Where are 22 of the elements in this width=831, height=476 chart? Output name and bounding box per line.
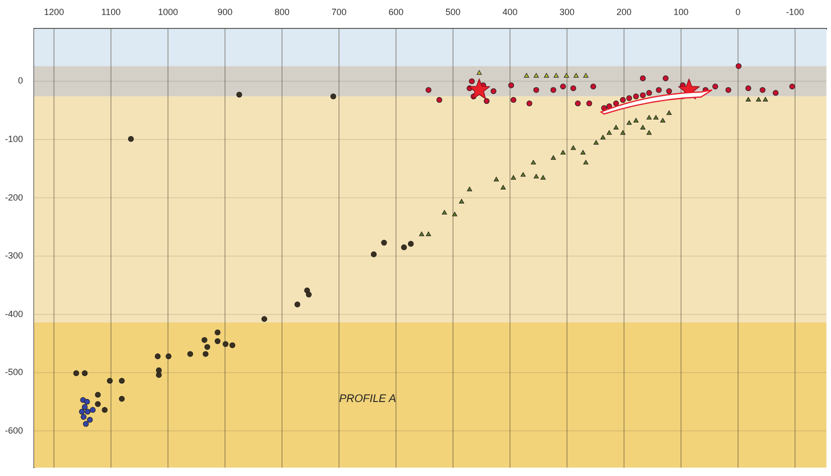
y-tick-label: -200: [5, 192, 24, 202]
x-tick-label: 900: [217, 6, 232, 17]
x-tick-label: 300: [560, 6, 575, 17]
annotation: PROFILE A: [339, 392, 396, 405]
x-tick-label: 400: [502, 6, 518, 17]
x-tick-label: 700: [331, 6, 347, 17]
x-tick-label: 1200: [44, 6, 64, 17]
y-tick-label: 0: [18, 76, 24, 86]
x-tick-label: 800: [274, 6, 290, 17]
y-tick-label: -500: [5, 367, 24, 378]
y-tick-label: -600: [5, 425, 24, 436]
y-tick-label: -100: [5, 134, 24, 144]
x-tick-label: 0: [736, 6, 741, 17]
x-tick-label: 1100: [101, 6, 121, 17]
x-tick-label: 1000: [158, 6, 178, 17]
y-tick-label: -300: [5, 250, 24, 261]
x-tick-label: 500: [445, 6, 461, 17]
x-tick-label: 100: [674, 6, 689, 17]
y-tick-label: -400: [5, 308, 24, 319]
x-tick-label: -100: [786, 6, 804, 17]
x-tick-label: 600: [388, 6, 404, 17]
x-tick-label: 200: [616, 6, 632, 17]
